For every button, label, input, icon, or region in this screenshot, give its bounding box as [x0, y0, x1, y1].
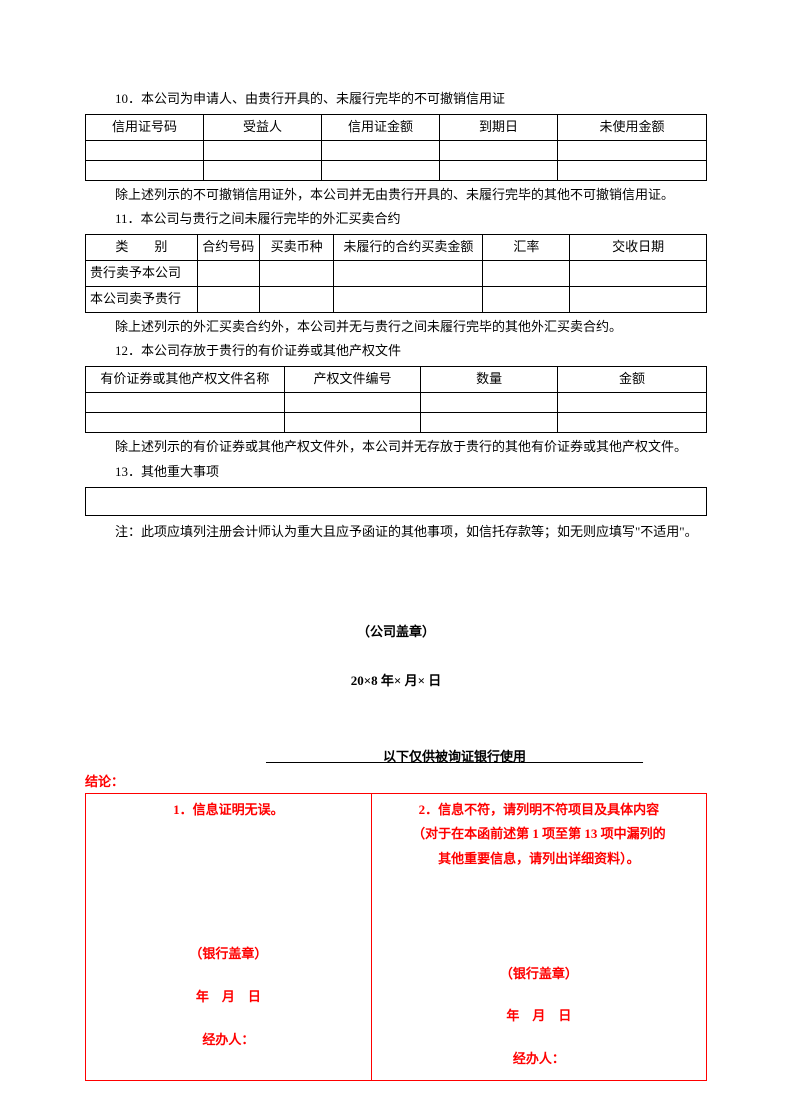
- table-row: 本公司卖予贵行: [86, 286, 707, 312]
- bank-left-stamp: （银行盖章）: [94, 942, 363, 967]
- section-12-title: 12．本公司存放于贵行的有价证券或其他产权文件: [115, 341, 707, 362]
- th: 数量: [421, 367, 558, 393]
- table-10: 信用证号码 受益人 信用证金额 到期日 未使用金额: [85, 114, 707, 181]
- th: 产权文件编号: [284, 367, 421, 393]
- bank-right-line3: 其他重要信息，请列出详细资料）。: [380, 847, 698, 872]
- bank-section-title: 以下仅供被询证银行使用: [85, 747, 707, 768]
- table-11: 类 别 合约号码 买卖币种 未履行的合约买卖金额 汇率 交收日期 贵行卖予本公司…: [85, 234, 707, 312]
- table-row: [86, 160, 707, 180]
- table-row: 信用证号码 受益人 信用证金额 到期日 未使用金额: [86, 114, 707, 140]
- bank-right-line1: 2．信息不符，请列明不符项目及具体内容: [380, 798, 698, 823]
- bank-left-date: 年 月 日: [94, 985, 363, 1010]
- table-12: 有价证券或其他产权文件名称 产权文件编号 数量 金额: [85, 366, 707, 433]
- table-row: [86, 487, 707, 515]
- bank-cell-left: 1．信息证明无误。 （银行盖章） 年 月 日 经办人：: [86, 793, 372, 1080]
- bank-right-stamp: （银行盖章）: [380, 962, 698, 987]
- th: 未使用金额: [557, 114, 706, 140]
- bank-left-header: 1．信息证明无误。: [94, 798, 363, 823]
- th: 买卖币种: [259, 235, 334, 261]
- th: 受益人: [203, 114, 321, 140]
- bank-right-line2: （对于在本函前述第 1 项至第 13 项中漏列的: [380, 822, 698, 847]
- th: 有价证券或其他产权文件名称: [86, 367, 285, 393]
- th: 信用证号码: [86, 114, 204, 140]
- section-13-title: 13．其他重大事项: [115, 462, 707, 483]
- table-row: 类 别 合约号码 买卖币种 未履行的合约买卖金额 汇率 交收日期: [86, 235, 707, 261]
- th: 类 别: [86, 235, 198, 261]
- section-10-title: 10．本公司为申请人、由贵行开具的、未履行完毕的不可撤销信用证: [115, 89, 707, 110]
- th: 到期日: [439, 114, 557, 140]
- company-stamp: （公司盖章）: [85, 622, 707, 643]
- table-row: [86, 412, 707, 432]
- table-row: [86, 392, 707, 412]
- bank-right-date: 年 月 日: [380, 1004, 698, 1029]
- th: 汇率: [483, 235, 570, 261]
- section-11-note: 除上述列示的外汇买卖合约外，本公司并无与贵行之间未履行完毕的其他外汇买卖合约。: [115, 317, 707, 338]
- th: 交收日期: [570, 235, 707, 261]
- table-row: 贵行卖予本公司: [86, 260, 707, 286]
- th: 信用证金额: [321, 114, 439, 140]
- conclusion-label: 结论：: [85, 772, 707, 793]
- bank-cell-right: 2．信息不符，请列明不符项目及具体内容 （对于在本函前述第 1 项至第 13 项…: [371, 793, 706, 1080]
- table-13: [85, 487, 707, 516]
- th: 未履行的合约买卖金额: [334, 235, 483, 261]
- bank-left-handler: 经办人：: [94, 1028, 363, 1053]
- bank-right-handler: 经办人：: [380, 1047, 698, 1072]
- th: 金额: [557, 367, 706, 393]
- table-row: 有价证券或其他产权文件名称 产权文件编号 数量 金额: [86, 367, 707, 393]
- table-row: 1．信息证明无误。 （银行盖章） 年 月 日 经办人： 2．信息不符，请列明不符…: [86, 793, 707, 1080]
- date-line: 20×8 年× 月× 日: [85, 671, 707, 692]
- th: 合约号码: [197, 235, 259, 261]
- section-10-note: 除上述列示的不可撤销信用证外，本公司并无由贵行开具的、未履行完毕的其他不可撤销信…: [115, 185, 707, 206]
- section-11-title: 11．本公司与贵行之间未履行完毕的外汇买卖合约: [115, 209, 707, 230]
- section-12-note: 除上述列示的有价证券或其他产权文件外，本公司并无存放于贵行的其他有价证券或其他产…: [115, 437, 707, 458]
- bank-table: 1．信息证明无误。 （银行盖章） 年 月 日 经办人： 2．信息不符，请列明不符…: [85, 793, 707, 1081]
- table-row: [86, 140, 707, 160]
- section-13-note: 注：此项应填列注册会计师认为重大且应予函证的其他事项，如信托存款等；如无则应填写…: [115, 522, 707, 543]
